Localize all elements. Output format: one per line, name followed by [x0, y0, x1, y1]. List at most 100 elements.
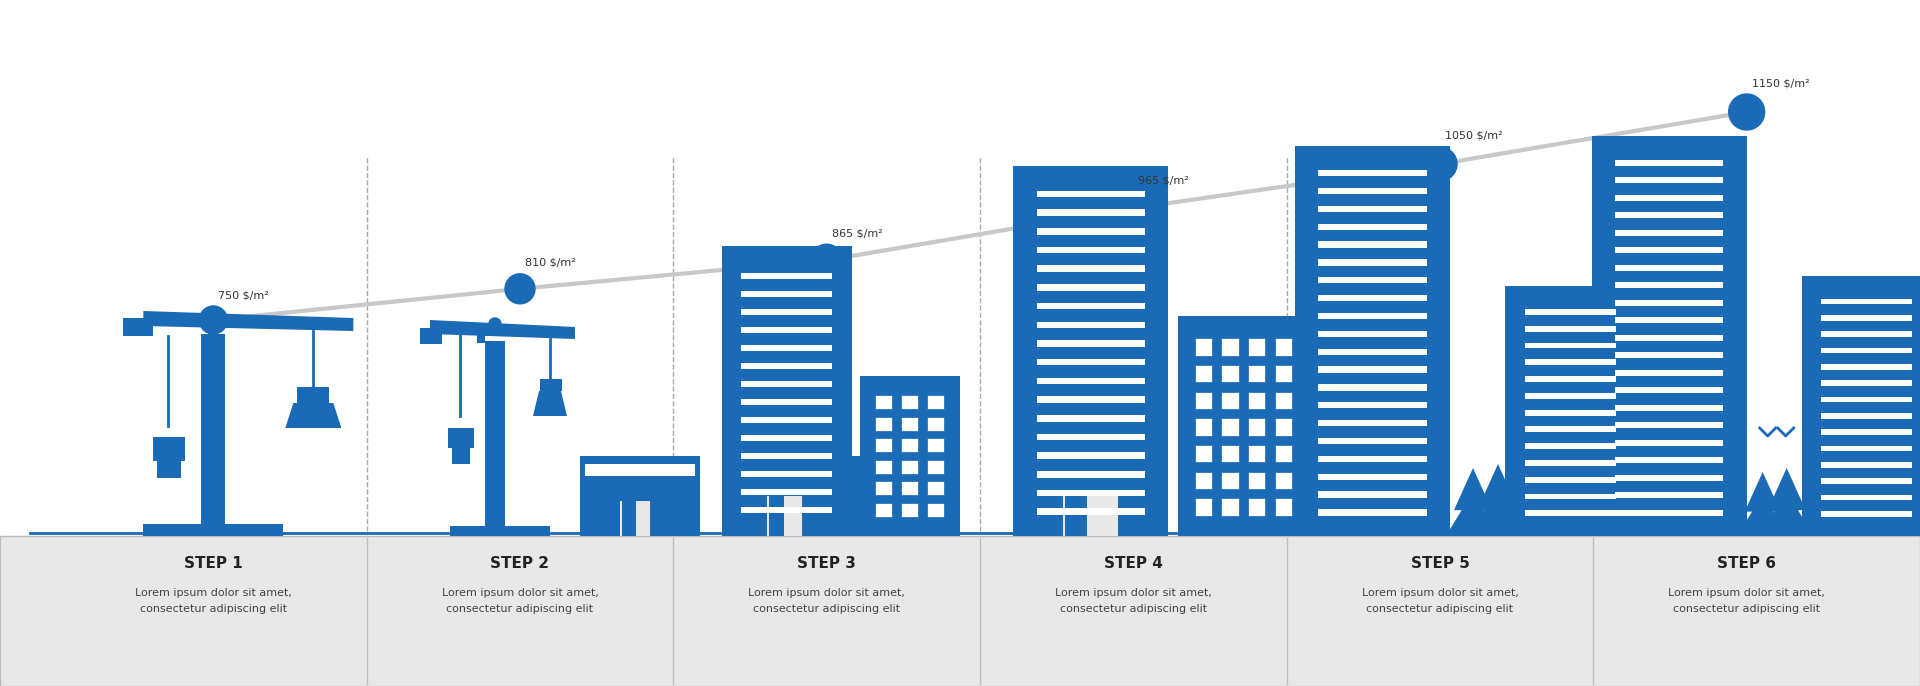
Bar	[1179, 316, 1308, 536]
Bar	[1822, 478, 1912, 484]
Bar	[1319, 438, 1427, 444]
Bar	[900, 503, 918, 517]
Bar	[741, 291, 831, 298]
Bar	[1248, 365, 1265, 382]
Text: 1150 $/m²: 1150 $/m²	[1751, 78, 1809, 88]
Bar	[722, 246, 852, 536]
Polygon shape	[430, 320, 574, 339]
Bar	[927, 460, 943, 473]
Bar	[741, 345, 831, 351]
Bar	[1615, 317, 1724, 323]
Bar	[1615, 160, 1724, 166]
Bar	[1615, 440, 1724, 446]
Bar	[741, 327, 831, 333]
Text: Lorem ipsum dolor sit amet,
consectetur adipiscing elit: Lorem ipsum dolor sit amet, consectetur …	[442, 588, 599, 613]
Bar	[1275, 365, 1292, 382]
Bar	[741, 273, 831, 279]
Bar	[927, 438, 943, 452]
Bar	[1221, 338, 1238, 355]
Bar	[0, 536, 1920, 686]
Bar	[1822, 413, 1912, 418]
Bar	[1615, 177, 1724, 183]
Bar	[1037, 490, 1144, 496]
Text: 810 $/m²: 810 $/m²	[524, 258, 576, 268]
Bar	[154, 437, 186, 461]
Circle shape	[810, 244, 843, 276]
Bar	[1822, 315, 1912, 320]
Bar	[876, 395, 893, 409]
Text: STEP 6: STEP 6	[1716, 556, 1776, 571]
Circle shape	[1423, 147, 1457, 181]
Bar	[1524, 342, 1615, 348]
Bar	[1221, 418, 1238, 436]
Bar	[741, 435, 831, 441]
Circle shape	[490, 318, 501, 330]
Bar	[741, 507, 831, 513]
Bar	[1275, 338, 1292, 355]
Bar	[1037, 397, 1144, 403]
Bar	[1524, 376, 1615, 382]
Text: Lorem ipsum dolor sit amet,
consectetur adipiscing elit: Lorem ipsum dolor sit amet, consectetur …	[1361, 588, 1519, 613]
Bar	[1319, 331, 1427, 337]
Text: STEP 4: STEP 4	[1104, 556, 1164, 571]
Polygon shape	[286, 403, 342, 428]
Bar	[1615, 247, 1724, 253]
Bar	[1037, 247, 1144, 253]
Bar	[202, 334, 225, 524]
Bar	[860, 376, 960, 536]
Bar	[1319, 241, 1427, 248]
Bar	[1822, 380, 1912, 386]
Text: Lorem ipsum dolor sit amet,
consectetur adipiscing elit: Lorem ipsum dolor sit amet, consectetur …	[749, 588, 904, 613]
Bar	[927, 481, 943, 495]
Bar	[1822, 298, 1912, 304]
Polygon shape	[1469, 489, 1526, 536]
Bar	[1221, 445, 1238, 462]
Bar	[1037, 303, 1144, 309]
Bar	[1248, 338, 1265, 355]
Bar	[1615, 457, 1724, 463]
Polygon shape	[534, 391, 566, 416]
Bar	[1037, 415, 1144, 421]
Bar	[1822, 397, 1912, 402]
Bar	[1221, 472, 1238, 489]
Bar	[1524, 359, 1615, 365]
Bar	[622, 501, 636, 536]
Bar	[1319, 491, 1427, 497]
Bar	[1615, 475, 1724, 481]
Bar	[1275, 418, 1292, 436]
Bar	[1275, 498, 1292, 516]
Bar	[876, 416, 893, 431]
Bar	[1194, 445, 1212, 462]
Bar	[420, 328, 442, 344]
Bar	[1319, 384, 1427, 390]
Bar	[766, 496, 803, 536]
Bar	[1194, 498, 1212, 516]
Polygon shape	[1759, 492, 1814, 536]
Bar	[1615, 370, 1724, 376]
Bar	[1221, 498, 1238, 516]
Bar	[1037, 284, 1144, 291]
Bar	[1037, 452, 1144, 459]
Bar	[1319, 295, 1427, 301]
Text: 750 $/m²: 750 $/m²	[219, 290, 269, 300]
Bar	[1801, 276, 1920, 536]
Bar	[1319, 420, 1427, 426]
Bar	[451, 446, 470, 464]
Polygon shape	[1768, 468, 1805, 510]
Bar	[741, 417, 831, 423]
Bar	[1524, 460, 1615, 466]
Bar	[1037, 434, 1144, 440]
Bar	[1524, 443, 1615, 449]
Bar	[1319, 473, 1427, 480]
Bar	[1319, 366, 1427, 372]
Bar	[900, 395, 918, 409]
Text: Lorem ipsum dolor sit amet,
consectetur adipiscing elit: Lorem ipsum dolor sit amet, consectetur …	[1668, 588, 1826, 613]
Bar	[1822, 364, 1912, 370]
Text: STEP 1: STEP 1	[184, 556, 242, 571]
Circle shape	[207, 310, 219, 322]
Bar	[1615, 212, 1724, 218]
Text: Lorem ipsum dolor sit amet,
consectetur adipiscing elit: Lorem ipsum dolor sit amet, consectetur …	[134, 588, 292, 613]
Bar	[1822, 429, 1912, 435]
Bar	[1524, 393, 1615, 399]
Bar	[1615, 335, 1724, 341]
